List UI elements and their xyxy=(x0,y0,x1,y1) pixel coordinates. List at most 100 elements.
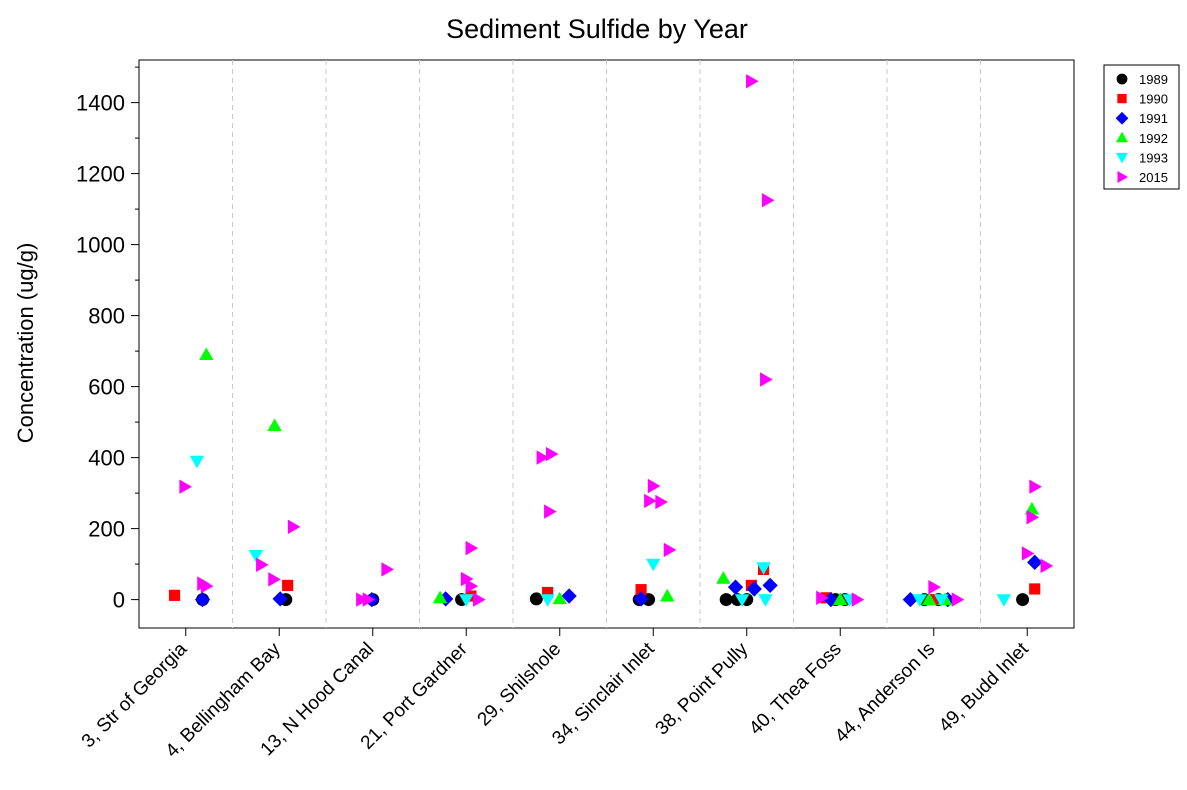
legend-label-2015: 2015 xyxy=(1139,170,1168,185)
data-point-1993 xyxy=(996,594,1012,607)
data-point-2015 xyxy=(761,193,775,208)
legend: 1989 1990 1991 1992 1993 2015 xyxy=(1103,64,1180,190)
data-point-2015 xyxy=(256,557,269,573)
data-point-2015 xyxy=(816,590,829,606)
y-tick-label: 800 xyxy=(88,304,125,329)
data-point-1991 xyxy=(727,579,744,595)
data-point-1993 xyxy=(912,594,927,607)
legend-label-1993: 1993 xyxy=(1139,150,1168,165)
data-point-2015 xyxy=(647,478,661,494)
data-point-2015 xyxy=(544,504,557,519)
data-point-2015 xyxy=(460,571,474,587)
data-point-2015 xyxy=(465,540,479,556)
data-point-1991 xyxy=(1027,554,1043,570)
legend-label-1992: 1992 xyxy=(1139,131,1168,146)
data-point-2015 xyxy=(268,572,281,587)
data-point-1993 xyxy=(734,594,750,607)
legend-marker-1992 xyxy=(1116,131,1128,143)
legend-label-1991: 1991 xyxy=(1139,111,1168,126)
series-2015 xyxy=(179,74,1054,607)
data-point-2015 xyxy=(663,542,677,558)
series-1992 xyxy=(199,347,1040,605)
y-tick-label: 1000 xyxy=(76,233,125,258)
data-point-1990 xyxy=(635,584,647,596)
x-category-label: 38, Point Pully xyxy=(652,638,753,739)
data-point-1993 xyxy=(459,594,474,607)
data-point-2015 xyxy=(851,592,865,607)
data-point-1990 xyxy=(1029,583,1041,595)
data-point-2015 xyxy=(381,562,394,577)
data-point-1992 xyxy=(660,588,675,602)
y-tick-label: 200 xyxy=(88,517,125,542)
data-point-1992 xyxy=(432,590,448,604)
x-category-label: 44, Anderson Is xyxy=(831,639,939,747)
legend-marker-2015 xyxy=(1117,171,1128,183)
x-category-label: 49, Budd Inlet xyxy=(935,638,1033,736)
legend-label-1989: 1989 xyxy=(1139,72,1168,87)
legend-marker-1989 xyxy=(1116,73,1128,85)
data-point-1991 xyxy=(633,591,649,607)
data-point-1991 xyxy=(561,588,577,604)
data-point-2015 xyxy=(1029,479,1042,494)
data-point-1992 xyxy=(199,347,214,361)
data-point-1993 xyxy=(248,549,264,563)
data-point-2015 xyxy=(362,592,376,607)
data-point-2015 xyxy=(644,493,657,509)
data-point-2015 xyxy=(545,446,559,462)
data-point-1991 xyxy=(762,577,778,594)
chart-title: Sediment Sulfide by Year xyxy=(446,14,748,44)
y-tick-label: 400 xyxy=(88,446,125,471)
data-point-1992 xyxy=(267,418,282,432)
y-tick-label: 0 xyxy=(113,588,125,613)
data-point-1993 xyxy=(189,455,205,469)
legend-label-1990: 1990 xyxy=(1139,92,1168,107)
data-point-1991 xyxy=(272,591,288,607)
data-point-2015 xyxy=(465,578,479,594)
data-point-1990 xyxy=(168,589,181,601)
data-point-1992 xyxy=(552,591,567,605)
data-point-1991 xyxy=(746,581,762,597)
data-point-2015 xyxy=(1026,510,1040,525)
y-tick-label: 1400 xyxy=(76,91,125,116)
data-point-2015 xyxy=(760,372,773,387)
data-point-1989 xyxy=(1016,593,1030,607)
data-point-1992 xyxy=(833,592,848,605)
series-1991 xyxy=(194,554,1043,608)
data-point-2015 xyxy=(746,74,759,89)
data-point-1991 xyxy=(194,591,211,608)
y-tick-label: 600 xyxy=(88,375,125,400)
data-point-2015 xyxy=(951,592,965,607)
data-point-2015 xyxy=(928,579,941,595)
data-point-1990 xyxy=(282,579,294,591)
data-point-1993 xyxy=(540,594,555,607)
series-1993 xyxy=(189,455,1012,607)
y-axis-label: Concentration (ug/g) xyxy=(13,243,38,444)
legend-marker-1991 xyxy=(1115,111,1129,125)
data-point-2015 xyxy=(1021,546,1035,561)
data-point-1992 xyxy=(716,571,731,584)
data-point-1989 xyxy=(719,593,733,607)
data-point-2015 xyxy=(287,519,301,535)
data-point-1992 xyxy=(921,592,937,605)
x-category-label: 40, Thea Foss xyxy=(745,639,845,739)
data-point-1990 xyxy=(542,586,554,599)
legend-marker-1990 xyxy=(1117,93,1127,104)
data-point-2015 xyxy=(179,479,193,494)
data-point-1993 xyxy=(646,558,661,572)
data-point-2015 xyxy=(655,494,668,510)
data-point-2015 xyxy=(200,578,214,594)
y-tick-label: 1200 xyxy=(76,162,125,187)
data-point-1989 xyxy=(529,592,543,606)
legend-marker-1993 xyxy=(1116,152,1128,164)
data-point-2015 xyxy=(473,592,486,607)
data-point-1990 xyxy=(928,594,940,606)
data-point-2015 xyxy=(1040,558,1054,574)
data-point-2015 xyxy=(356,592,369,607)
legend-box xyxy=(1103,64,1180,190)
data-point-1993 xyxy=(758,594,773,607)
x-category-label: 29, Shilshole xyxy=(474,639,566,731)
data-point-2015 xyxy=(536,450,550,465)
data-point-1993 xyxy=(756,562,771,575)
